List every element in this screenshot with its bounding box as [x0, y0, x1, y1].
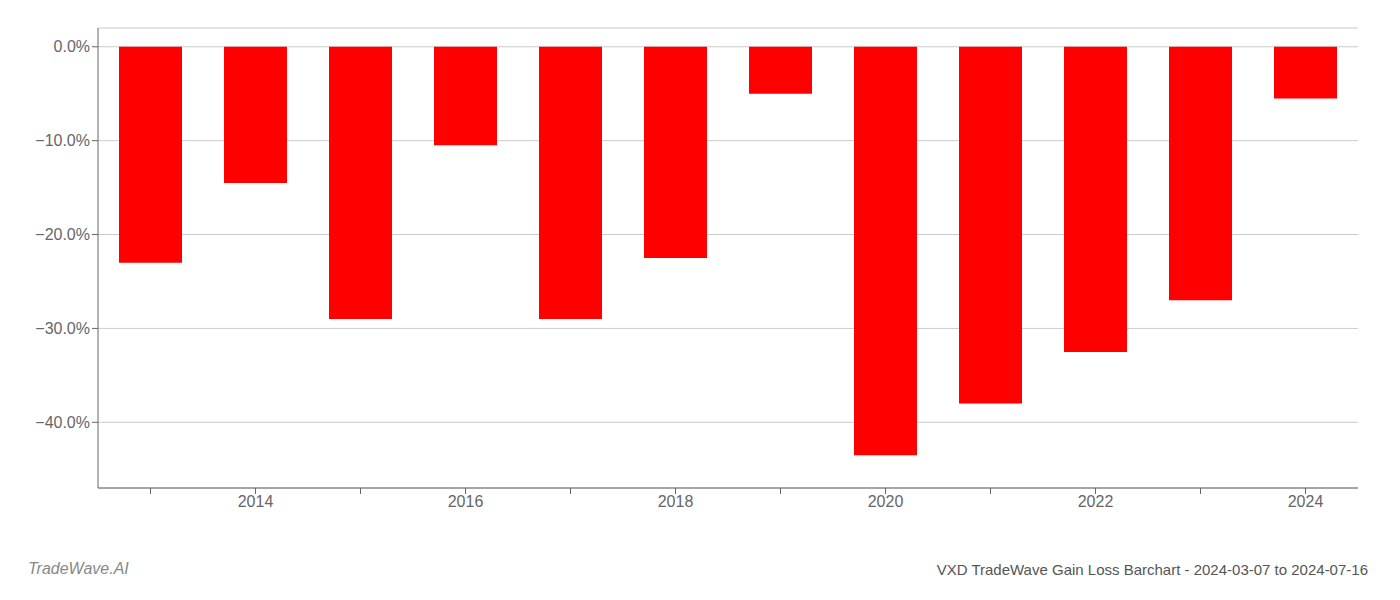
- svg-text:−10.0%: −10.0%: [35, 132, 90, 149]
- svg-text:2020: 2020: [868, 493, 904, 510]
- svg-text:2022: 2022: [1078, 493, 1114, 510]
- svg-text:0.0%: 0.0%: [54, 38, 90, 55]
- svg-text:−20.0%: −20.0%: [35, 226, 90, 243]
- svg-text:2014: 2014: [238, 493, 274, 510]
- svg-text:2016: 2016: [448, 493, 484, 510]
- svg-text:−40.0%: −40.0%: [35, 414, 90, 431]
- svg-text:−30.0%: −30.0%: [35, 320, 90, 337]
- html-text:VXD TradeWave Gain Loss Barcha: VXD TradeWave Gain Loss Barchart - 2024-…: [936, 561, 1368, 578]
- html-text:TradeWave.AI: TradeWave.AI: [28, 560, 129, 577]
- svg-text:2024: 2024: [1288, 493, 1324, 510]
- svg-text:2018: 2018: [658, 493, 694, 510]
